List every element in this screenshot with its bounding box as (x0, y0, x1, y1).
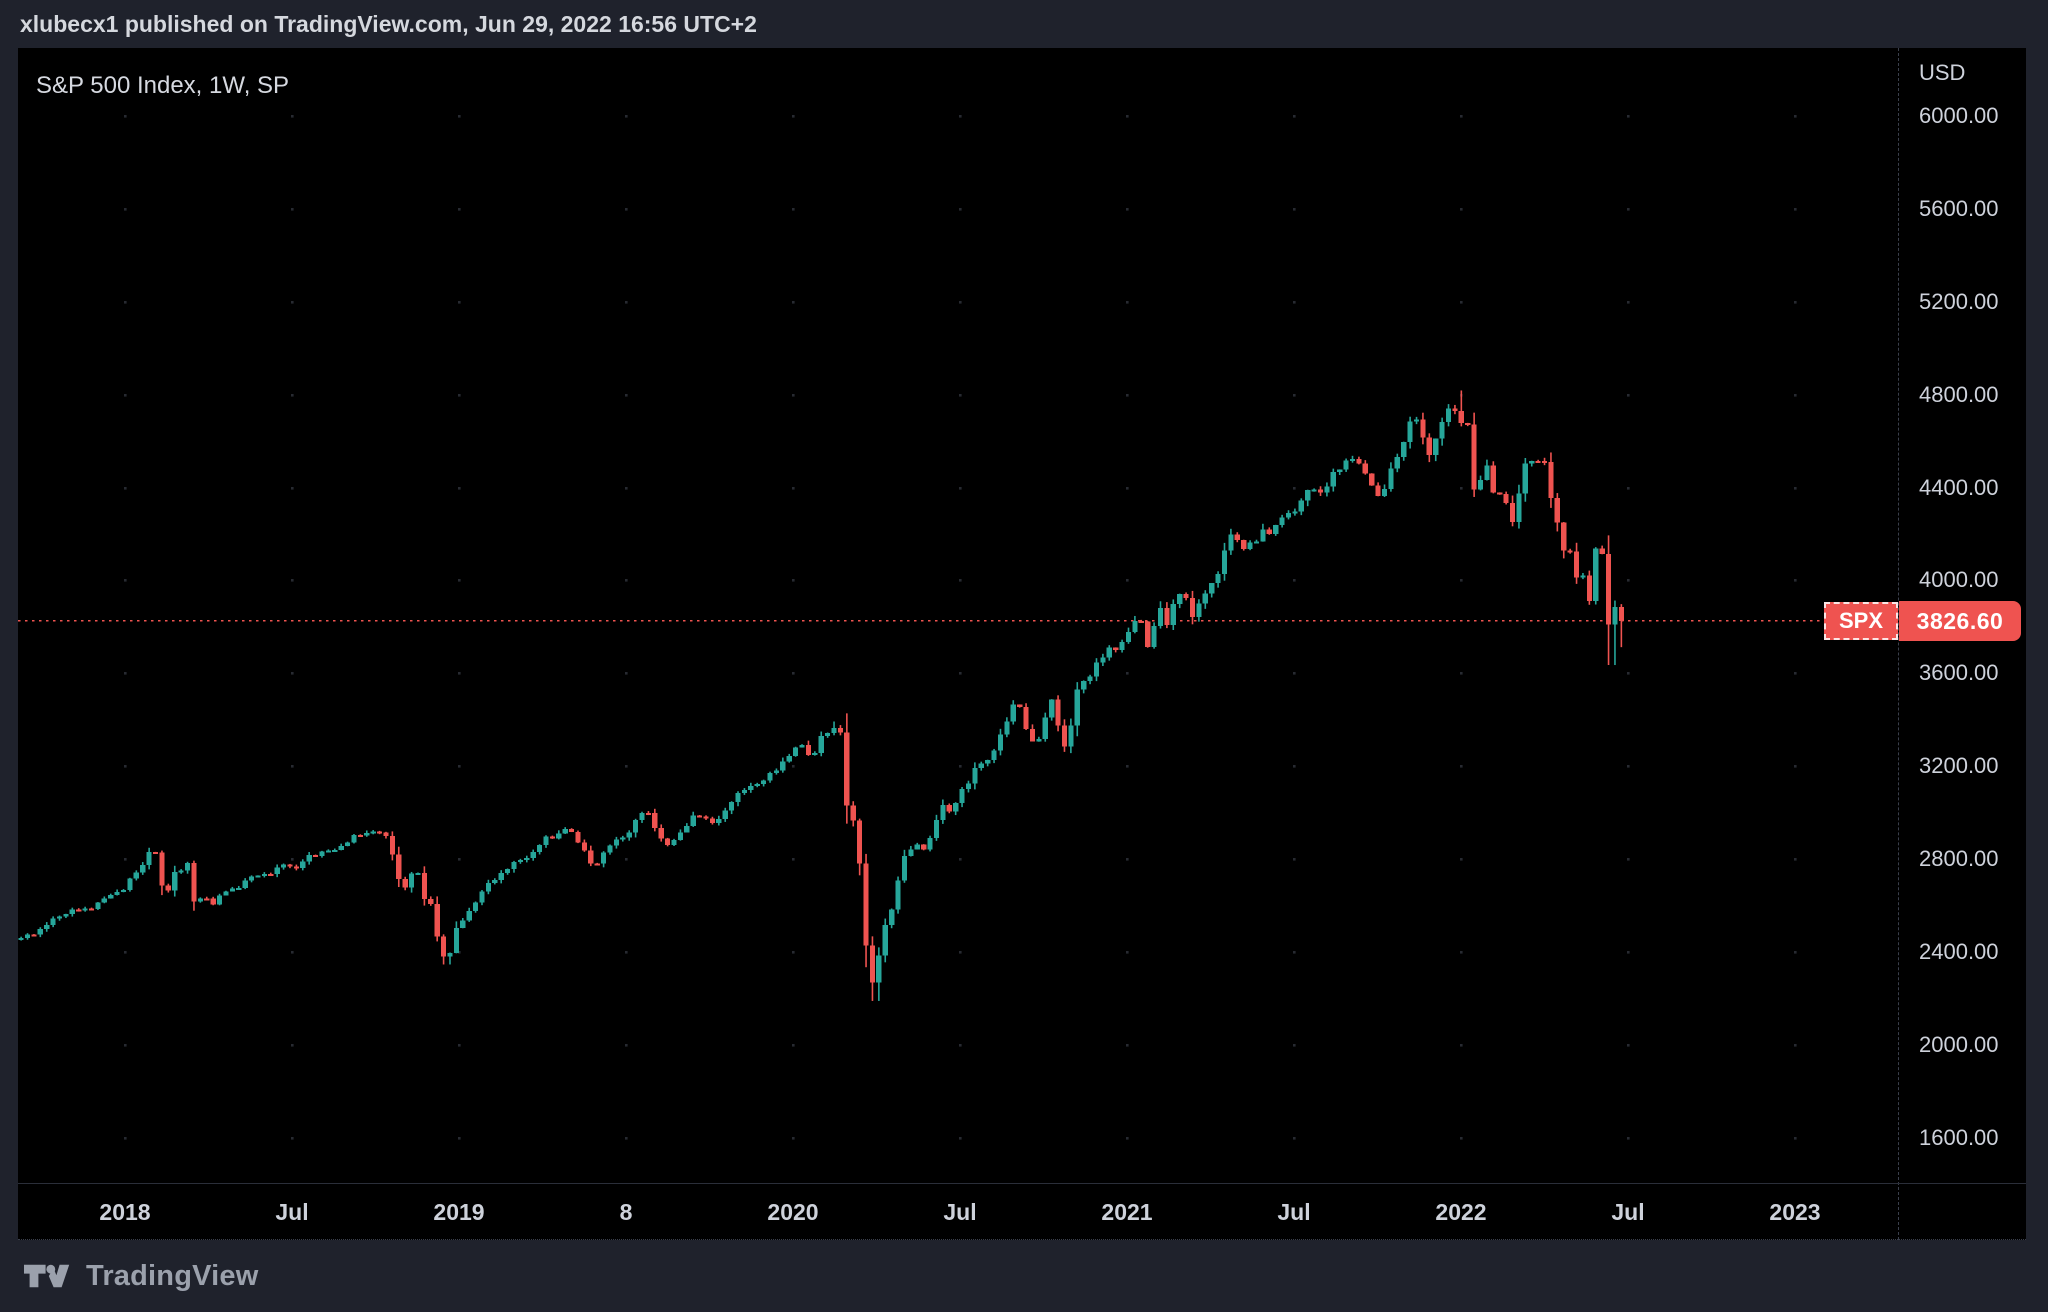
chart-title: S&P 500 Index, 1W, SP (36, 72, 290, 99)
price-tick-label: 5200.00 (1919, 288, 1999, 314)
price-tick-label: 3600.00 (1919, 660, 1999, 686)
price-tick-label: 4000.00 (1919, 567, 1999, 593)
brand-wordmark[interactable]: TradingView (86, 1259, 259, 1292)
time-tick-label: Jul (943, 1199, 977, 1225)
time-tick-label: 2023 (1769, 1199, 1821, 1225)
price-tick-label: 6000.00 (1919, 102, 1999, 128)
price-tick-label: 4800.00 (1919, 381, 1999, 407)
publish-header-text: xlubecx1 published on TradingView.com, J… (20, 11, 757, 37)
symbol-price-badge: SPX (1824, 602, 1898, 640)
price-tick-label: 4400.00 (1919, 474, 1999, 500)
publish-header: xlubecx1 published on TradingView.com, J… (0, 0, 2048, 48)
chart-panel (18, 48, 2026, 1240)
price-tick-label: 1600.00 (1919, 1125, 1999, 1150)
price-tick-label: 2000.00 (1919, 1032, 1999, 1058)
footer-bar: TradingView (0, 1240, 2048, 1312)
time-tick-label: 2022 (1435, 1199, 1487, 1225)
price-tick-label: 5600.00 (1919, 195, 1999, 221)
grid-dots (124, 115, 1797, 1140)
price-tick-label: 2800.00 (1919, 846, 1999, 872)
price-tick-label: 3200.00 (1919, 753, 1999, 779)
candlestick-series (18, 390, 1624, 1001)
last-price-label: 3826.60 (1899, 601, 2021, 641)
time-tick-label: 2018 (99, 1199, 151, 1225)
time-axis[interactable]: 2018 Jul 2019 8 2020 Jul 2021 Jul 2022 Jul 2023 (18, 1183, 2026, 1240)
time-tick-label: 2020 (767, 1199, 819, 1225)
tradingview-logo-icon[interactable] (22, 1260, 74, 1292)
time-tick-label: Jul (1277, 1199, 1311, 1225)
time-tick-label: Jul (275, 1199, 309, 1225)
time-tick-label: 2021 (1101, 1199, 1153, 1225)
time-tick-label: 8 (619, 1199, 633, 1225)
time-tick-label: Jul (1611, 1199, 1645, 1225)
time-tick-label: 2019 (433, 1199, 485, 1225)
price-tick-label: 2400.00 (1919, 939, 1999, 965)
symbol-badge-text: SPX (1838, 608, 1884, 633)
currency-label: USD (1919, 60, 1966, 85)
last-price-text: 3826.60 (1916, 608, 2004, 634)
price-axis[interactable]: USD 6000.00 5600.00 5200.00 4800.00 4400.00 4… (1898, 48, 2026, 1240)
